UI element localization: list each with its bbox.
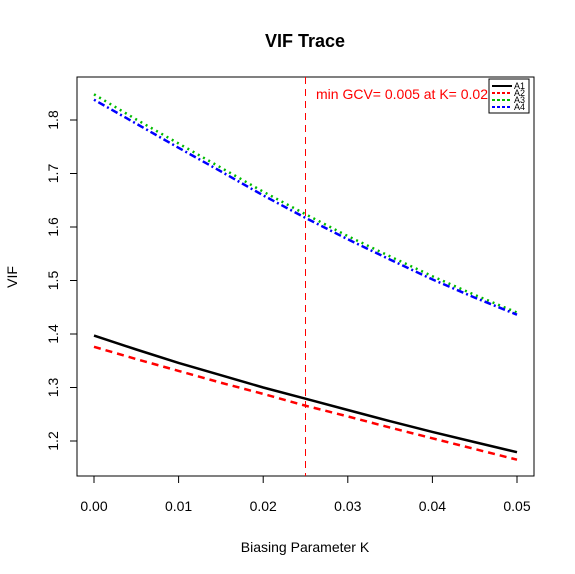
legend-label: A3 (514, 95, 525, 105)
y-axis: 1.2 1.3 1.4 1.5 1.6 1.7 1.8 (45, 110, 78, 451)
y-tick-label: 1.3 (45, 378, 61, 398)
y-axis-label: VIF (4, 266, 20, 288)
y-tick-label: 1.5 (45, 271, 61, 291)
legend-label: A1 (514, 81, 525, 91)
x-tick-label: 0.02 (250, 498, 277, 514)
x-tick-label: 0.04 (419, 498, 446, 514)
series-line-a4 (93, 98, 518, 316)
x-tick-label: 0.03 (334, 498, 361, 514)
y-tick-label: 1.8 (45, 110, 61, 130)
y-tick-label: 1.7 (45, 164, 61, 184)
y-tick-label: 1.2 (45, 431, 61, 451)
x-axis: 0.00 0.01 0.02 0.03 0.04 0.05 (80, 475, 531, 514)
series-line-a1 (93, 334, 518, 454)
x-tick-label: 0.05 (503, 498, 530, 514)
y-tick-label: 1.6 (45, 217, 61, 237)
x-axis-label: Biasing Parameter K (241, 539, 370, 555)
x-tick-label: 0.00 (80, 498, 107, 514)
x-tick-label: 0.01 (165, 498, 192, 514)
legend-label: A4 (514, 102, 525, 112)
min-gcv-annotation: min GCV= 0.005 at K= 0.025 (316, 86, 496, 102)
y-tick-label: 1.4 (45, 324, 61, 344)
legend-label: A2 (514, 88, 525, 98)
chart-title: VIF Trace (265, 31, 345, 51)
